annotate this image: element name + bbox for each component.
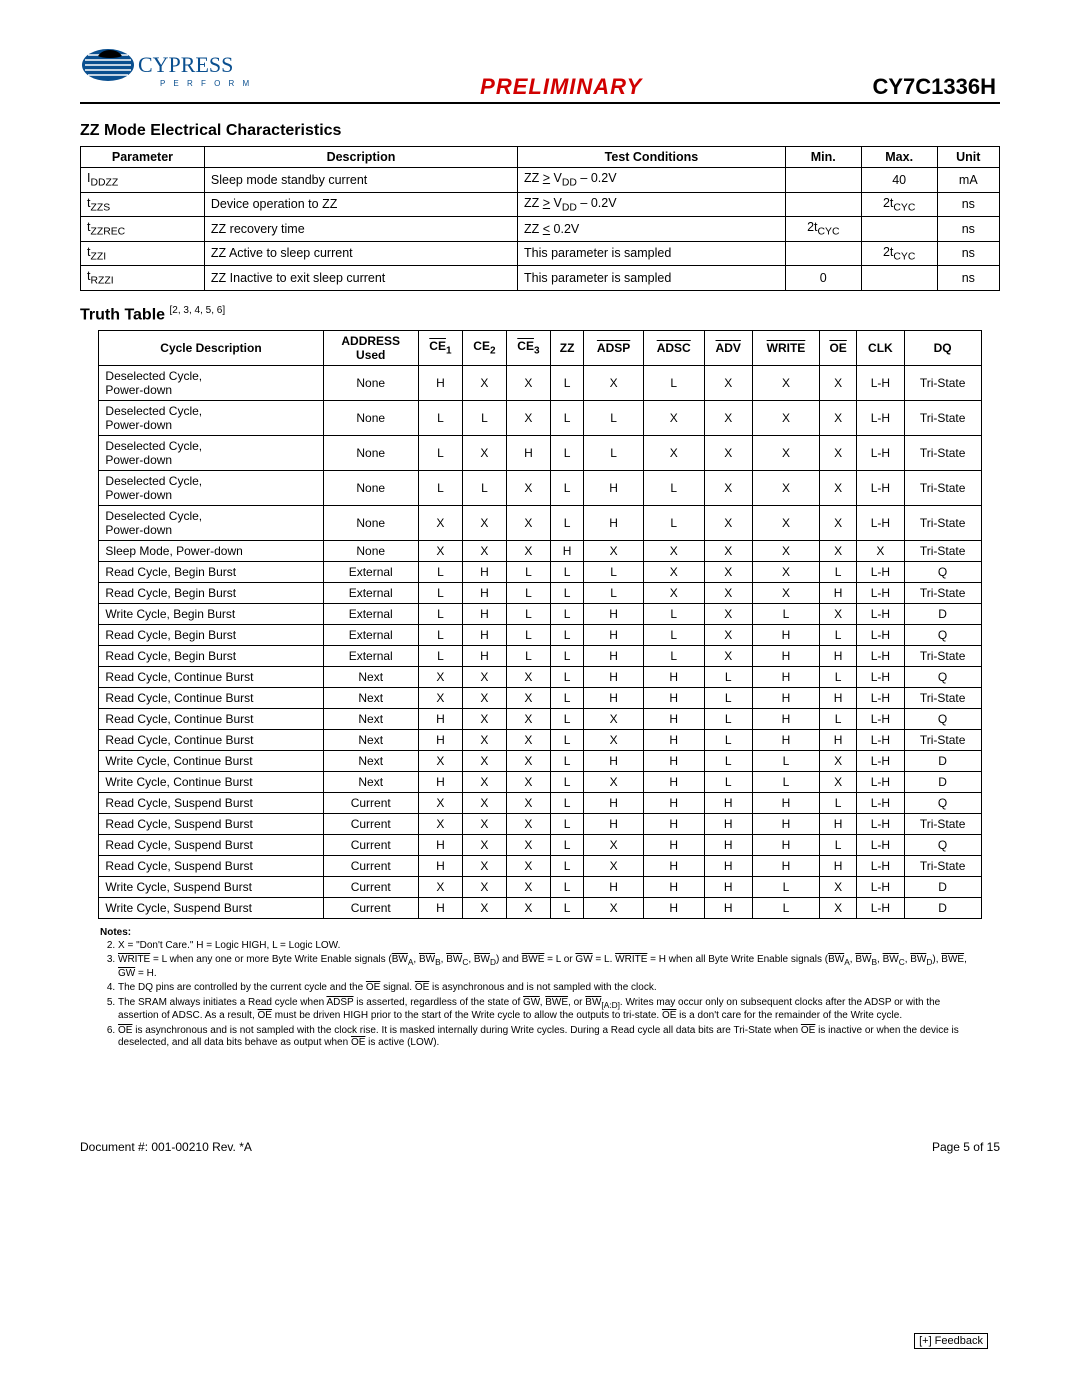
zz-row: tRZZIZZ Inactive to exit sleep currentTh… <box>81 266 1000 291</box>
truth-row: Write Cycle, Continue BurstNextXXXLHHLLX… <box>99 750 981 771</box>
truth-row: Read Cycle, Begin BurstExternalLHLLLXXXL… <box>99 561 981 582</box>
truth-table-refs: [2, 3, 4, 5, 6] <box>170 305 226 316</box>
truth-row: Deselected Cycle,Power-downNoneLLXLLXXXX… <box>99 400 981 435</box>
truth-table: Cycle DescriptionADDRESSUsedCE1CE2CE3ZZA… <box>98 330 981 919</box>
note-item: OE is asynchronous and is not sampled wi… <box>118 1025 980 1050</box>
truth-row: Write Cycle, Suspend BurstCurrentHXXLXHH… <box>99 897 981 918</box>
zz-row: tZZRECZZ recovery timeZZ < 0.2V2tCYCns <box>81 217 1000 242</box>
truth-col-header: CE2 <box>462 330 506 365</box>
zz-col-header: Unit <box>937 147 999 168</box>
header-preliminary: PRELIMINARY <box>250 74 872 100</box>
truth-row: Write Cycle, Begin BurstExternalLHLLHLXL… <box>99 603 981 624</box>
zz-col-header: Description <box>204 147 517 168</box>
truth-row: Deselected Cycle,Power-downNoneXXXLHLXXX… <box>99 505 981 540</box>
truth-row: Read Cycle, Continue BurstNextHXXLXHLHHL… <box>99 729 981 750</box>
truth-row: Read Cycle, Suspend BurstCurrentHXXLXHHH… <box>99 855 981 876</box>
zz-row: IDDZZSleep mode standby currentZZ > VDD … <box>81 168 1000 193</box>
zz-characteristics-table: ParameterDescriptionTest ConditionsMin.M… <box>80 146 1000 291</box>
zz-section-title: ZZ Mode Electrical Characteristics <box>80 122 1000 140</box>
truth-col-header: Cycle Description <box>99 330 323 365</box>
logo-subtext: P E R F O R M <box>160 79 250 88</box>
truth-col-header: ZZ <box>550 330 583 365</box>
truth-row: Read Cycle, Suspend BurstCurrentHXXLXHHH… <box>99 834 981 855</box>
zz-col-header: Test Conditions <box>518 147 786 168</box>
zz-row: tZZIZZ Active to sleep currentThis param… <box>81 241 1000 266</box>
truth-row: Sleep Mode, Power-downNoneXXXHXXXXXXTri-… <box>99 540 981 561</box>
truth-row: Deselected Cycle,Power-downNoneLLXLHLXXX… <box>99 470 981 505</box>
truth-row: Read Cycle, Begin BurstExternalLHLLHLXHL… <box>99 624 981 645</box>
truth-col-header: DQ <box>904 330 981 365</box>
truth-col-header: CE3 <box>506 330 550 365</box>
truth-row: Deselected Cycle,Power-downNoneLXHLLXXXX… <box>99 435 981 470</box>
zz-col-header: Parameter <box>81 147 205 168</box>
truth-row: Read Cycle, Begin BurstExternalLHLLLXXXH… <box>99 582 981 603</box>
note-item: X = "Don't Care." H = Logic HIGH, L = Lo… <box>118 940 980 953</box>
notes-title: Notes: <box>100 927 980 938</box>
truth-col-header: ADSP <box>584 330 644 365</box>
logo-text: CYPRESS <box>138 52 233 77</box>
footer-page: Page 5 of 15 <box>932 1140 1000 1154</box>
truth-col-header: ADSC <box>643 330 704 365</box>
truth-col-header: CE1 <box>418 330 462 365</box>
note-item: The SRAM always initiates a Read cycle w… <box>118 997 980 1023</box>
note-item: WRITE = L when any one or more Byte Writ… <box>118 954 980 980</box>
logo: CYPRESS P E R F O R M <box>80 40 250 100</box>
truth-row: Deselected Cycle,Power-downNoneHXXLXLXXX… <box>99 365 981 400</box>
truth-row: Read Cycle, Begin BurstExternalLHLLHLXHH… <box>99 645 981 666</box>
zz-row: tZZSDevice operation to ZZZZ > VDD – 0.2… <box>81 192 1000 217</box>
truth-row: Read Cycle, Continue BurstNextXXXLHHLHLL… <box>99 666 981 687</box>
truth-row: Read Cycle, Suspend BurstCurrentXXXLHHHH… <box>99 813 981 834</box>
truth-col-header: OE <box>820 330 857 365</box>
zz-col-header: Max. <box>861 147 937 168</box>
notes-section: Notes: X = "Don't Care." H = Logic HIGH,… <box>80 927 1000 1050</box>
feedback-button[interactable]: [+] Feedback <box>914 1333 988 1349</box>
truth-col-header: CLK <box>857 330 904 365</box>
truth-row: Read Cycle, Continue BurstNextXXXLHHLHHL… <box>99 687 981 708</box>
truth-row: Read Cycle, Suspend BurstCurrentXXXLHHHH… <box>99 792 981 813</box>
truth-col-header: WRITE <box>752 330 819 365</box>
truth-row: Write Cycle, Continue BurstNextHXXLXHLLX… <box>99 771 981 792</box>
header-partnum: CY7C1336H <box>872 74 1000 100</box>
truth-col-header: ADV <box>704 330 752 365</box>
zz-col-header: Min. <box>785 147 861 168</box>
footer-doc: Document #: 001-00210 Rev. *A <box>80 1140 252 1154</box>
truth-row: Write Cycle, Suspend BurstCurrentXXXLHHH… <box>99 876 981 897</box>
truth-row: Read Cycle, Continue BurstNextHXXLXHLHLL… <box>99 708 981 729</box>
page-footer: Document #: 001-00210 Rev. *A Page 5 of … <box>80 1140 1000 1154</box>
truth-table-title-text: Truth Table <box>80 306 165 323</box>
notes-list: X = "Don't Care." H = Logic HIGH, L = Lo… <box>100 940 980 1050</box>
page-header: CYPRESS P E R F O R M PRELIMINARY CY7C13… <box>80 40 1000 104</box>
truth-table-title: Truth Table [2, 3, 4, 5, 6] <box>80 305 1000 324</box>
truth-col-header: ADDRESSUsed <box>323 330 418 365</box>
note-item: The DQ pins are controlled by the curren… <box>118 982 980 995</box>
